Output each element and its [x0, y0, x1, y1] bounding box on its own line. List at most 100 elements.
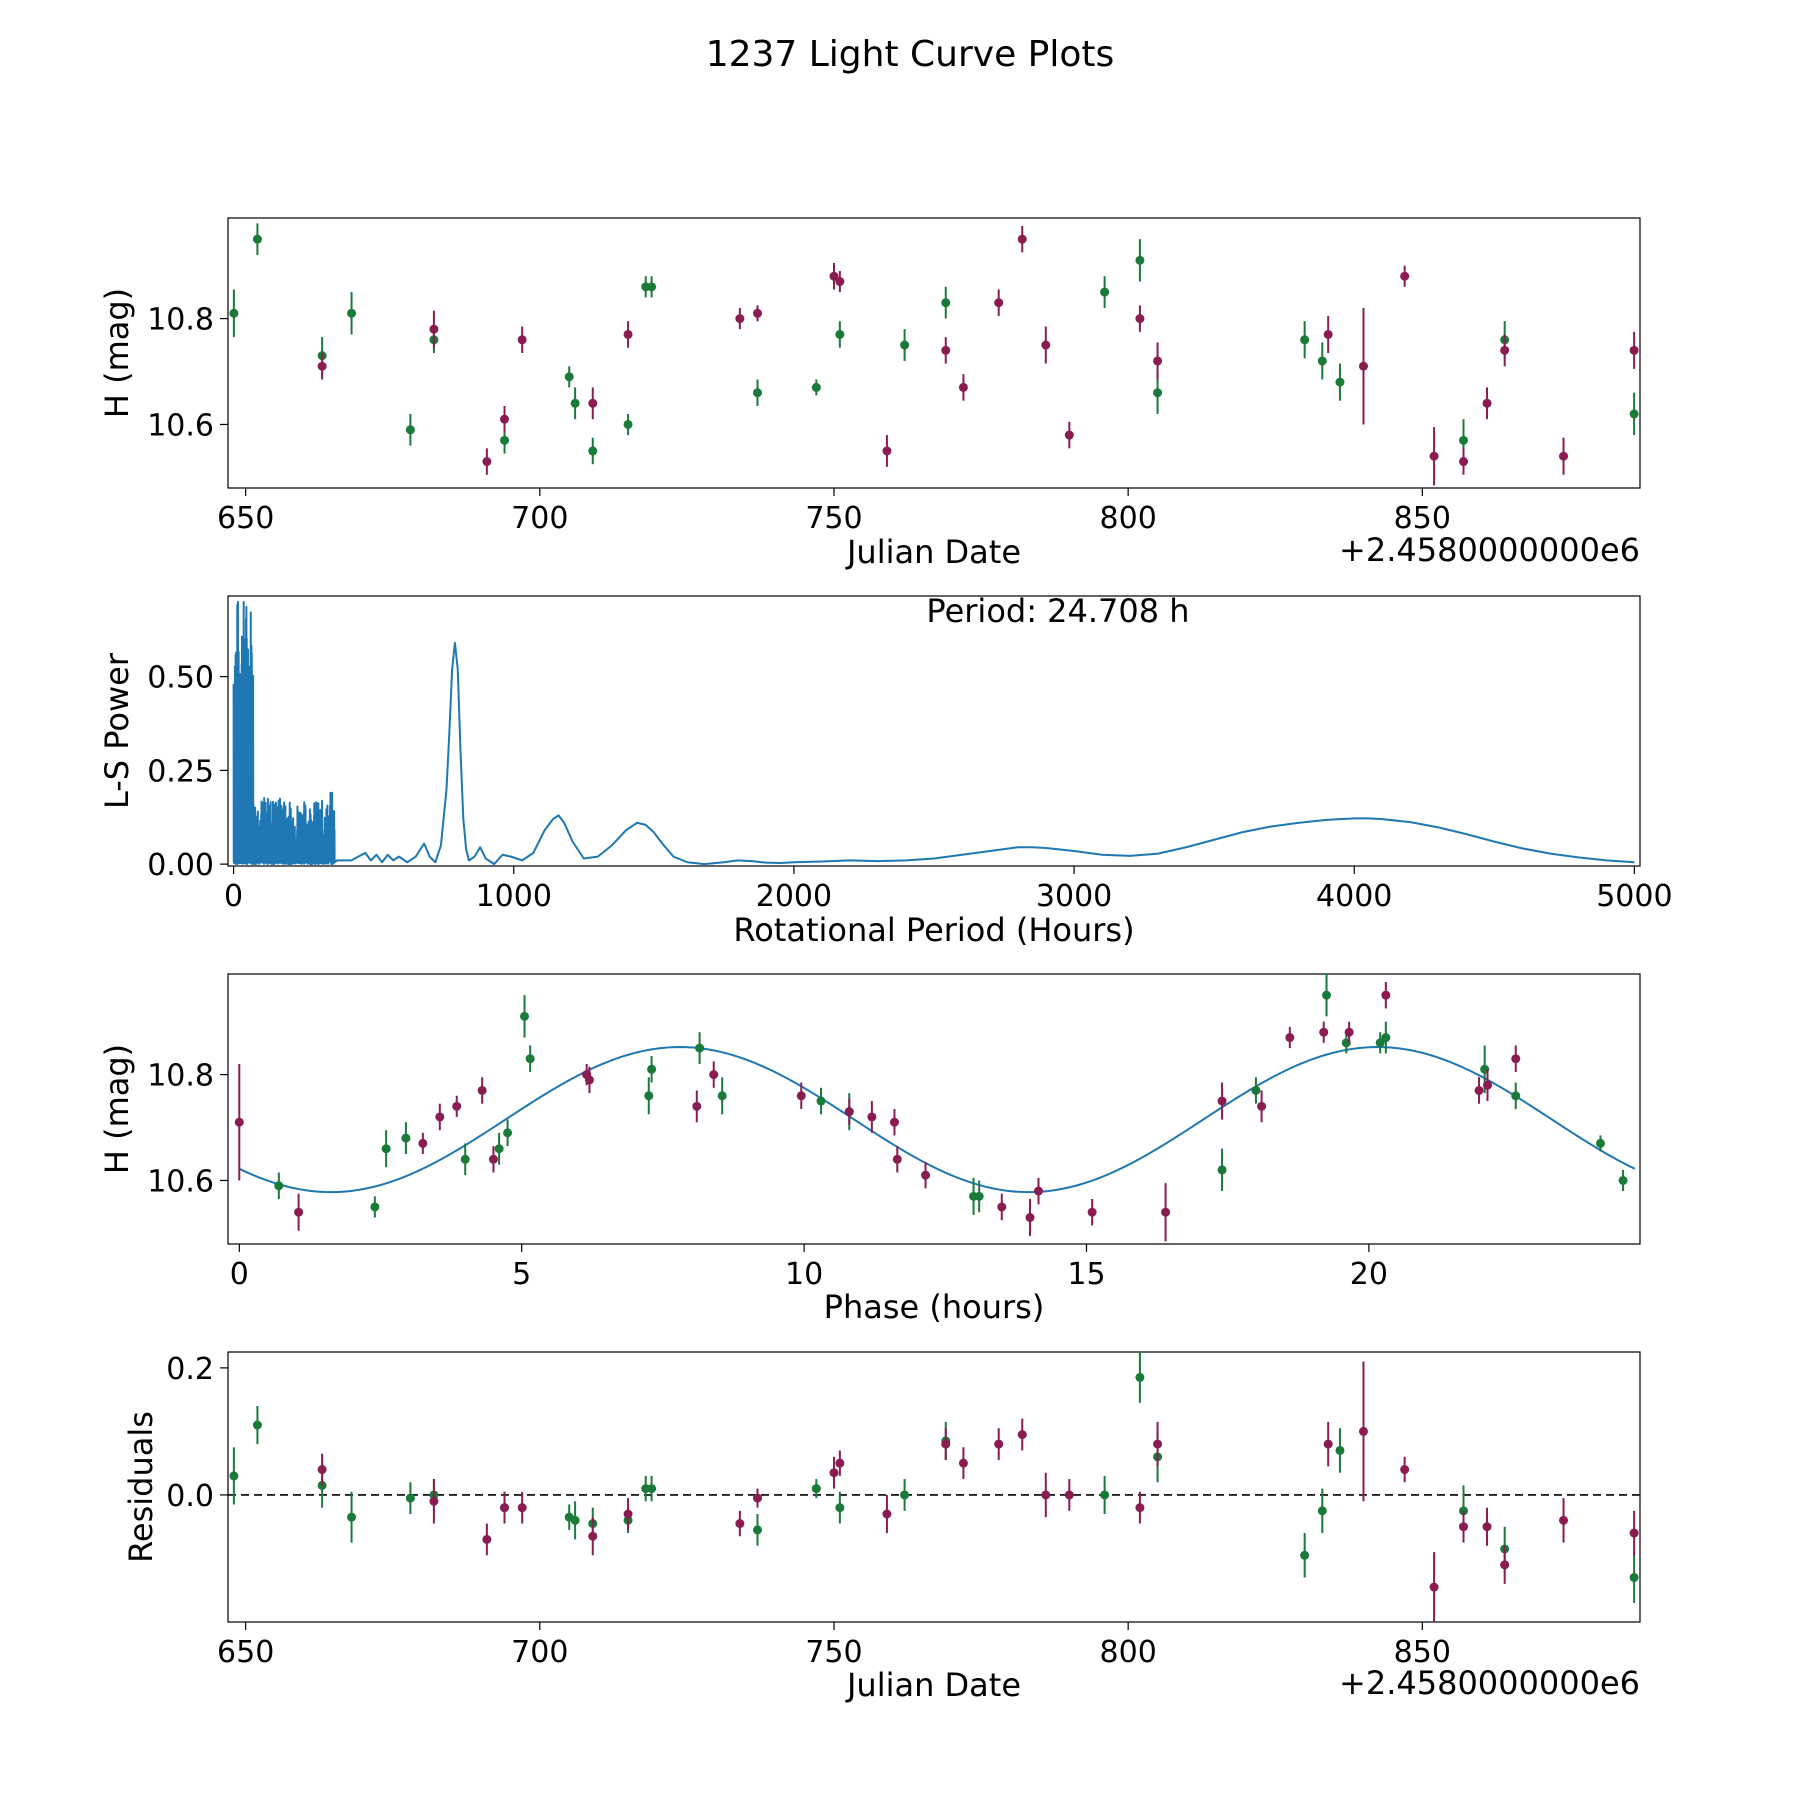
- residuals-xtick-label: 700: [511, 1635, 568, 1670]
- light-curve-points: [229, 223, 1639, 486]
- phase-folded-magenta-point: [796, 1091, 806, 1101]
- residuals-magenta-point: [1500, 1560, 1510, 1570]
- light-curve-green-point: [252, 234, 262, 244]
- residuals-xtick-label: 750: [805, 1635, 862, 1670]
- phase-folded-magenta-point: [1257, 1101, 1267, 1111]
- light-curve-magenta-point: [1041, 340, 1051, 350]
- phase-folded-green-point: [644, 1091, 654, 1101]
- phase-folded-magenta-point: [1285, 1033, 1295, 1043]
- residuals-green-point: [1100, 1490, 1110, 1500]
- residuals-offset-label: +2.4580000000e6: [1339, 1664, 1640, 1702]
- light-curve-green-point: [405, 425, 415, 435]
- phase-folded-magenta-point: [584, 1075, 594, 1085]
- phase-folded-magenta-point: [435, 1112, 445, 1122]
- residuals-magenta-point: [517, 1503, 527, 1513]
- light-curve-green-point: [1629, 409, 1639, 419]
- phase-folded-green-point: [460, 1154, 470, 1164]
- residuals-magenta-point: [1358, 1426, 1368, 1436]
- period-annotation: Period: 24.708 h: [926, 592, 1189, 630]
- periodogram-ylabel: L-S Power: [98, 652, 136, 809]
- periodogram-ytick-label: 0.00: [147, 848, 214, 883]
- light-curve-green-point: [347, 308, 357, 318]
- residuals-green-point: [570, 1515, 580, 1525]
- residuals-green-point: [1300, 1550, 1310, 1560]
- residuals-ytick-label: 0.2: [166, 1352, 214, 1387]
- light-curve-magenta-point: [1135, 314, 1145, 324]
- phase-folded-green-point: [717, 1091, 727, 1101]
- residuals-green-point: [252, 1420, 262, 1430]
- light-curve-magenta-point: [941, 345, 951, 355]
- light-curve-green-point: [1300, 335, 1310, 345]
- residuals-magenta-point: [1482, 1522, 1492, 1532]
- phase-folded-green-point: [974, 1191, 984, 1201]
- phase-folded-green-point: [1381, 1033, 1391, 1043]
- light-curve-magenta-point: [1500, 345, 1510, 355]
- residuals-points: [228, 1352, 1640, 1622]
- phase-folded-magenta-point: [1474, 1085, 1484, 1095]
- phase-folded-green-point: [647, 1064, 657, 1074]
- phase-folded-green-point: [1618, 1175, 1628, 1185]
- residuals-green-point: [347, 1512, 357, 1522]
- phase-folded-magenta-point: [452, 1101, 462, 1111]
- phase-folded-xtick-label: 15: [1067, 1257, 1105, 1292]
- residuals-ticks: 650 700 750 800 850 0.0 0.2: [166, 1352, 1451, 1670]
- light-curve-offset-label: +2.4580000000e6: [1339, 531, 1640, 569]
- light-curve-green-point: [564, 372, 574, 382]
- phase-folded-green-point: [401, 1133, 411, 1143]
- light-curve-green-point: [500, 435, 510, 445]
- light-curve-xtick-label: 800: [1100, 501, 1157, 536]
- phase-folded-magenta-point: [1381, 990, 1391, 1000]
- phase-folded-green-point: [1322, 990, 1332, 1000]
- light-curve-magenta-point: [753, 308, 762, 318]
- residuals-green-point: [405, 1493, 415, 1503]
- phase-folded-magenta-point: [867, 1112, 877, 1122]
- phase-folded-green-point: [1511, 1091, 1521, 1101]
- light-curve-xtick-label: 850: [1394, 501, 1451, 536]
- light-curve-magenta-point: [1482, 398, 1492, 408]
- phase-folded-magenta-point: [1025, 1213, 1035, 1223]
- periodogram-xtick-label: 0: [224, 879, 243, 914]
- light-curve-magenta-point: [994, 298, 1004, 308]
- light-curve-magenta-point: [1323, 329, 1333, 339]
- light-curve-green-point: [570, 398, 580, 408]
- phase-folded-green-point: [370, 1202, 380, 1212]
- phase-folded-magenta-point: [1483, 1080, 1493, 1090]
- light-curve-xtick-label: 650: [217, 501, 274, 536]
- phase-folded-green-point: [695, 1043, 705, 1053]
- light-curve-magenta-point: [958, 382, 968, 392]
- residuals-xtick-label: 800: [1100, 1635, 1157, 1670]
- light-curve-magenta-point: [429, 324, 439, 334]
- residuals-magenta-point: [1400, 1465, 1410, 1475]
- residuals-green-point: [1335, 1445, 1345, 1455]
- residuals-magenta-point: [500, 1503, 510, 1513]
- phase-folded-axes-frame: [227, 973, 1641, 1245]
- light-curve-magenta-point: [1429, 451, 1439, 461]
- phase-folded-ylabel: H (mag): [98, 1044, 136, 1174]
- phase-model-curve: [238, 1046, 1636, 1194]
- residuals-magenta-point: [1629, 1528, 1639, 1538]
- periodogram-ytick-label: 0.50: [147, 661, 214, 696]
- light-curve-magenta-point: [1153, 356, 1163, 366]
- phase-folded-magenta-point: [921, 1170, 931, 1180]
- residuals-ylabel: Residuals: [122, 1411, 160, 1563]
- light-curve-green-point: [1317, 356, 1327, 366]
- phase-folded-green-point: [1595, 1138, 1605, 1148]
- light-curve-green-point: [835, 329, 845, 339]
- light-curve-panel: 650 700 750 800 850 10.6 10.8 Julian Date +2.4…: [98, 217, 1641, 571]
- residuals-magenta-point: [1135, 1503, 1145, 1513]
- phase-folded-ytick-label: 10.6: [147, 1164, 214, 1199]
- residuals-magenta-point: [623, 1509, 633, 1519]
- phase-folded-green-point: [494, 1144, 504, 1154]
- residuals-magenta-point: [588, 1531, 598, 1541]
- residuals-green-point: [1629, 1573, 1639, 1583]
- light-curve-green-point: [1100, 287, 1110, 297]
- light-curve-magenta-point: [1629, 345, 1639, 355]
- phase-folded-xtick-label: 5: [512, 1257, 531, 1292]
- light-curve-magenta-point: [1559, 451, 1569, 461]
- light-curve-magenta-point: [1400, 271, 1410, 281]
- light-curve-magenta-point: [482, 457, 492, 467]
- light-curve-green-point: [647, 282, 657, 292]
- periodogram-line: [232, 600, 1635, 866]
- residuals-xlabel: Julian Date: [845, 1666, 1021, 1704]
- residuals-ytick-label: 0.0: [166, 1479, 214, 1514]
